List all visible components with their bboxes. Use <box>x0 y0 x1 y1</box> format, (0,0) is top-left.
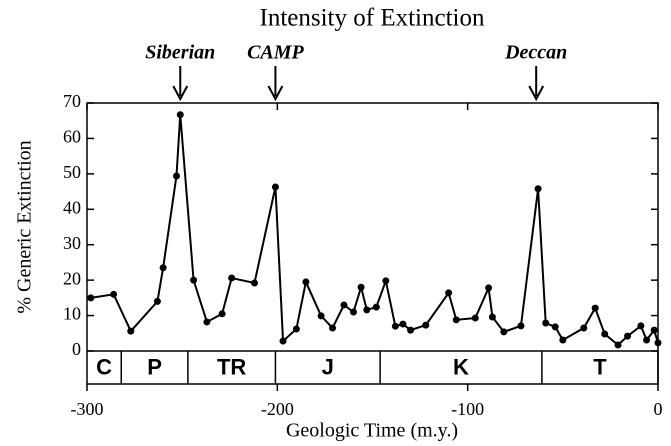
period-label: J <box>322 354 334 379</box>
annotation-label: Deccan <box>504 42 567 64</box>
x-tick-label: -200 <box>261 399 294 419</box>
data-point <box>488 313 496 321</box>
data-point <box>391 322 399 330</box>
data-point <box>614 341 622 349</box>
data-point <box>601 330 609 338</box>
annotation-label: Siberian <box>145 42 215 64</box>
data-point <box>218 310 226 318</box>
data-point <box>153 297 161 305</box>
data-point <box>317 312 325 320</box>
data-point <box>127 327 135 335</box>
annotation-label: CAMP <box>247 42 304 64</box>
annotation-arrowhead <box>172 85 189 102</box>
data-point <box>382 277 390 285</box>
data-point <box>271 183 279 191</box>
data-point <box>551 323 559 331</box>
data-point <box>349 308 357 316</box>
data-point <box>445 289 453 297</box>
data-point <box>190 276 198 284</box>
period-label: TR <box>217 354 246 379</box>
y-tick-label: 20 <box>63 268 81 288</box>
data-point <box>471 314 479 322</box>
data-point <box>542 319 550 327</box>
period-label: K <box>453 354 469 379</box>
period-label: P <box>147 354 162 379</box>
data-point <box>650 326 658 334</box>
data-point <box>580 324 588 332</box>
x-tick-label: 0 <box>654 399 663 419</box>
data-point <box>176 111 184 119</box>
x-tick-label: -100 <box>451 399 484 419</box>
data-point <box>517 322 525 330</box>
data-point <box>452 316 460 324</box>
x-axis-label: Geologic Time (m.y.) <box>286 420 458 442</box>
y-tick-label: 30 <box>63 233 81 253</box>
data-point <box>228 274 236 282</box>
y-tick-label: 10 <box>63 304 81 324</box>
data-point <box>534 185 542 193</box>
data-point <box>559 336 567 344</box>
annotation-arrowhead <box>267 85 284 102</box>
data-point <box>643 336 651 344</box>
data-point <box>203 318 211 326</box>
y-tick-label: 70 <box>63 91 81 111</box>
data-point <box>500 328 508 336</box>
data-point <box>302 278 310 286</box>
y-tick-label: 50 <box>63 162 81 182</box>
data-point <box>279 337 287 345</box>
period-label: T <box>593 354 607 379</box>
y-tick-label: 60 <box>63 127 81 147</box>
data-point <box>292 325 300 333</box>
data-point <box>250 279 258 287</box>
data-point <box>87 294 95 302</box>
data-point <box>363 306 371 314</box>
data-point <box>399 320 407 328</box>
data-point <box>110 290 118 298</box>
data-point <box>340 301 348 309</box>
y-tick-label: 0 <box>72 339 81 359</box>
data-point <box>172 172 180 180</box>
data-point <box>372 303 380 311</box>
y-axis-label: % Generic Extinction <box>14 140 36 313</box>
data-point <box>591 304 599 312</box>
x-tick-label: -300 <box>71 399 104 419</box>
annotation-arrowhead <box>528 85 545 102</box>
period-label: C <box>96 354 112 379</box>
data-line <box>90 114 659 347</box>
data-point <box>654 339 662 347</box>
data-point <box>357 283 365 291</box>
data-point <box>329 324 337 332</box>
data-point <box>407 326 415 334</box>
data-point <box>159 264 167 272</box>
plot-frame <box>86 102 659 385</box>
chart-title: Intensity of Extinction <box>260 5 485 32</box>
data-point <box>422 321 430 329</box>
data-point <box>624 332 632 340</box>
data-point <box>485 284 493 292</box>
data-point <box>637 322 645 330</box>
y-tick-label: 40 <box>63 197 81 217</box>
